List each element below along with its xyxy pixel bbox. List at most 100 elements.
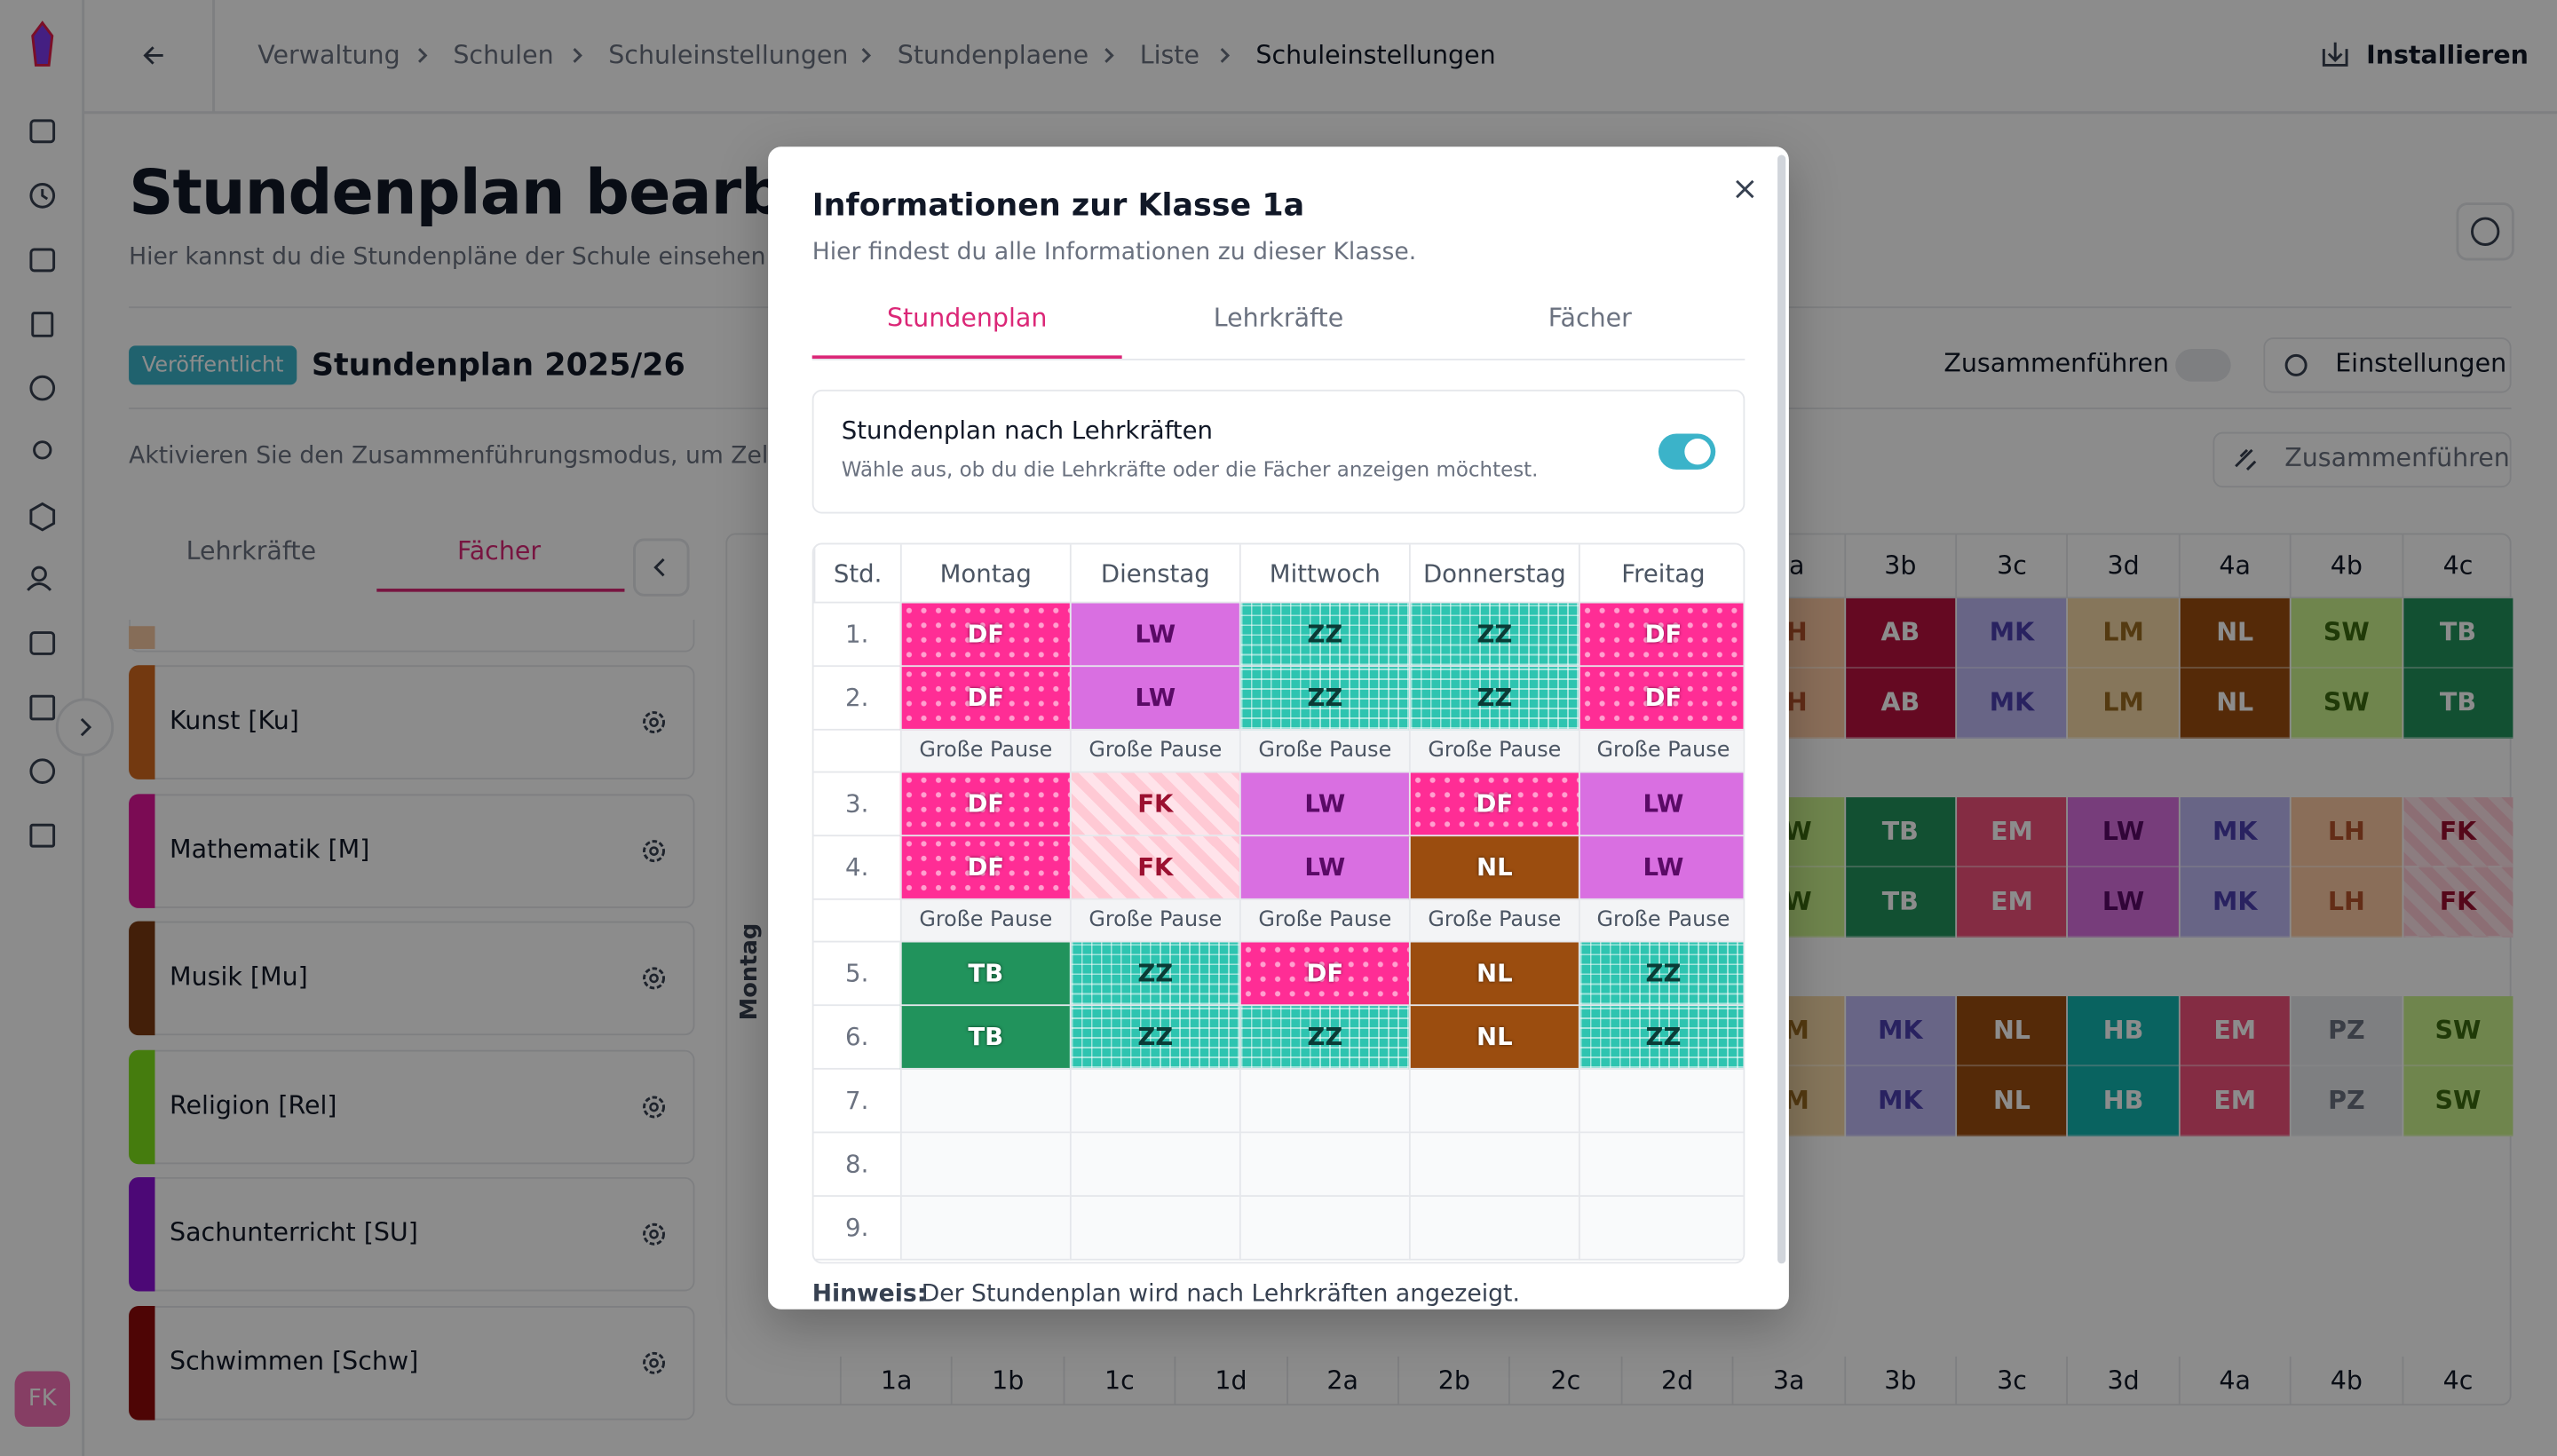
lesson-cell[interactable]: DF <box>899 667 1070 731</box>
empty-cell[interactable] <box>1408 1069 1579 1134</box>
grid-cell[interactable]: NL <box>2180 597 2291 669</box>
grid-cell[interactable]: NL <box>1957 1066 2067 1137</box>
empty-cell[interactable] <box>1578 1133 1744 1197</box>
grid-cell[interactable]: LW <box>2068 797 2179 868</box>
lesson-cell[interactable]: ZZ <box>1578 1006 1744 1070</box>
empty-cell[interactable] <box>1578 1196 1744 1261</box>
grid-cell[interactable]: MK <box>1957 668 2067 739</box>
modal-tab[interactable]: Stundenplan <box>886 303 1048 333</box>
empty-cell[interactable] <box>1239 1196 1409 1261</box>
grid-cell[interactable]: TB <box>1845 867 1956 938</box>
side-tab[interactable]: Fächer <box>456 536 542 566</box>
grid-cell[interactable]: EM <box>1957 867 2067 938</box>
grid-cell[interactable]: NL <box>2180 668 2291 739</box>
close-button[interactable] <box>1733 178 1756 201</box>
lesson-cell[interactable]: NL <box>1408 836 1579 900</box>
grid-cell[interactable]: LH <box>2291 797 2402 868</box>
grid-cell[interactable]: TB <box>2403 597 2513 669</box>
breadcrumb[interactable]: Liste <box>1139 40 1200 70</box>
settings-button[interactable] <box>2263 337 2512 393</box>
lesson-cell[interactable]: ZZ <box>1408 667 1579 731</box>
toggle-switch[interactable] <box>1658 433 1716 470</box>
grid-cell[interactable]: AB <box>1845 597 1956 669</box>
empty-cell[interactable] <box>1069 1133 1239 1197</box>
merge-toggle[interactable] <box>2175 349 2231 382</box>
empty-cell[interactable] <box>899 1133 1070 1197</box>
grid-cell[interactable]: MK <box>1957 597 2067 669</box>
empty-cell[interactable] <box>899 1196 1070 1261</box>
lesson-cell[interactable]: ZZ <box>1408 603 1579 668</box>
lesson-cell[interactable]: DF <box>899 772 1070 837</box>
grid-cell[interactable]: MK <box>1845 996 1956 1067</box>
grid-cell[interactable]: SW <box>2403 1066 2513 1137</box>
lesson-cell[interactable]: ZZ <box>1578 942 1744 1007</box>
grid-cell[interactable]: LW <box>2068 867 2179 938</box>
gear-icon[interactable] <box>639 835 669 865</box>
lesson-cell[interactable]: ZZ <box>1239 603 1409 668</box>
grid-cell[interactable]: FK <box>2403 797 2513 868</box>
lesson-cell[interactable]: ZZ <box>1239 667 1409 731</box>
grid-cell[interactable]: FK <box>2403 867 2513 938</box>
grid-cell[interactable]: TB <box>1845 797 1956 868</box>
grid-cell[interactable]: NL <box>1957 996 2067 1067</box>
empty-cell[interactable] <box>1239 1069 1409 1134</box>
grid-cell[interactable]: SW <box>2291 668 2402 739</box>
lesson-cell[interactable]: LW <box>1578 772 1744 837</box>
lesson-cell[interactable]: NL <box>1408 942 1579 1007</box>
grid-cell[interactable]: EM <box>2180 1066 2291 1137</box>
empty-cell[interactable] <box>899 1069 1070 1134</box>
lesson-cell[interactable]: LW <box>1239 772 1409 837</box>
grid-cell[interactable]: HB <box>2068 996 2179 1067</box>
lesson-cell[interactable]: DF <box>1578 603 1744 668</box>
avatar[interactable]: FK <box>14 1371 70 1427</box>
modal-tab[interactable]: Fächer <box>1548 303 1632 333</box>
lesson-cell[interactable]: ZZ <box>1069 1006 1239 1070</box>
grid-cell[interactable]: PZ <box>2291 1066 2402 1137</box>
gear-icon[interactable] <box>639 963 669 993</box>
gear-icon[interactable] <box>639 1220 669 1249</box>
grid-cell[interactable]: EM <box>2180 996 2291 1067</box>
lesson-cell[interactable]: LW <box>1578 836 1744 900</box>
lesson-cell[interactable]: FK <box>1069 836 1239 900</box>
gear-icon[interactable] <box>639 1348 669 1377</box>
lesson-cell[interactable]: LW <box>1069 603 1239 668</box>
empty-cell[interactable] <box>1408 1133 1579 1197</box>
merge-button[interactable] <box>2213 431 2512 488</box>
grid-cell[interactable]: SW <box>2403 996 2513 1067</box>
breadcrumb[interactable]: Schuleinstellungen <box>608 40 849 70</box>
lesson-cell[interactable]: ZZ <box>1069 942 1239 1007</box>
grid-cell[interactable]: EM <box>1957 797 2067 868</box>
lesson-cell[interactable]: NL <box>1408 1006 1579 1070</box>
empty-cell[interactable] <box>1239 1133 1409 1197</box>
grid-cell[interactable]: SW <box>2291 597 2402 669</box>
breadcrumb[interactable]: Schulen <box>453 40 554 70</box>
modal-tab[interactable]: Lehrkräfte <box>1213 303 1344 333</box>
grid-cell[interactable]: LH <box>2291 867 2402 938</box>
side-tab[interactable]: Lehrkräfte <box>186 536 317 566</box>
lesson-cell[interactable]: DF <box>1239 942 1409 1007</box>
lesson-cell[interactable]: DF <box>899 836 1070 900</box>
gear-icon[interactable] <box>639 708 669 737</box>
grid-cell[interactable]: TB <box>2403 668 2513 739</box>
lesson-cell[interactable]: FK <box>1069 772 1239 837</box>
grid-cell[interactable]: MK <box>2180 797 2291 868</box>
lesson-cell[interactable]: LW <box>1069 667 1239 731</box>
grid-cell[interactable]: LM <box>2068 597 2179 669</box>
grid-cell[interactable]: PZ <box>2291 996 2402 1067</box>
empty-cell[interactable] <box>1578 1069 1744 1134</box>
lesson-cell[interactable]: DF <box>1578 667 1744 731</box>
breadcrumb[interactable]: Stundenplaene <box>897 40 1089 70</box>
install-button[interactable]: Installieren <box>2366 40 2529 70</box>
empty-cell[interactable] <box>1069 1196 1239 1261</box>
lesson-cell[interactable]: DF <box>1408 772 1579 837</box>
grid-cell[interactable]: MK <box>1845 1066 1956 1137</box>
empty-cell[interactable] <box>1069 1069 1239 1134</box>
lesson-cell[interactable]: TB <box>899 1006 1070 1070</box>
breadcrumb[interactable]: Schuleinstellungen <box>1255 40 1496 70</box>
lesson-cell[interactable]: DF <box>899 603 1070 668</box>
breadcrumb[interactable]: Verwaltung <box>257 40 400 70</box>
gear-icon[interactable] <box>639 1092 669 1121</box>
lesson-cell[interactable]: LW <box>1239 836 1409 900</box>
grid-cell[interactable]: AB <box>1845 668 1956 739</box>
lesson-cell[interactable]: ZZ <box>1239 1006 1409 1070</box>
